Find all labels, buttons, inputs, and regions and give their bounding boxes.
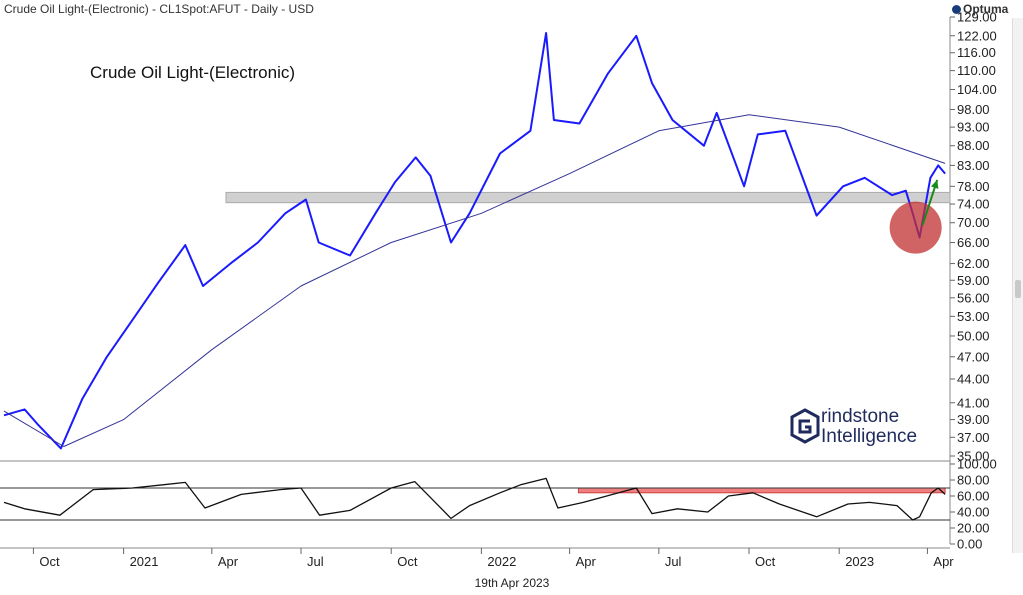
price-tick-label: 41.00	[957, 395, 990, 410]
watermark-line-2: Intelligence	[821, 426, 918, 447]
osc-tick-label: 80.00	[957, 473, 990, 488]
price-tick-label: 110.00	[957, 63, 996, 78]
price-tick-label: 53.00	[957, 309, 990, 324]
price-tick-label: 44.00	[957, 371, 990, 386]
x-tick-label: 2021	[130, 554, 159, 569]
price-tick-label: 93.00	[957, 120, 990, 135]
vertical-scrollbar[interactable]	[1012, 18, 1023, 553]
price-tick-label: 62.00	[957, 256, 990, 271]
x-tick-label: Jul	[665, 554, 682, 569]
date-label: 19th Apr 2023	[475, 576, 550, 590]
oscillator-line	[3, 477, 946, 521]
x-tick-label: Apr	[218, 554, 239, 569]
price-tick-label: 35.00	[957, 449, 990, 464]
price-tick-label: 116.00	[957, 45, 996, 60]
price-tick-label: 78.00	[957, 179, 990, 194]
x-axis: Oct 2021 Apr Jul Oct 2022 Apr Jul Oct 2023 Apr	[0, 547, 954, 569]
osc-tick-label: 40.00	[957, 505, 990, 520]
price-tick-label: 56.00	[957, 290, 990, 305]
watermark-line-1: rindstone	[821, 406, 900, 427]
x-tick-label: Oct	[755, 554, 776, 569]
price-tick-label: 39.00	[957, 412, 990, 427]
chart-title: Crude Oil Light-(Electronic)	[90, 63, 296, 82]
price-tick-label: 88.00	[957, 138, 990, 153]
scrollbar-thumb[interactable]	[1015, 280, 1021, 298]
price-tick-label: 47.00	[957, 349, 990, 364]
price-tick-label: 129.00	[957, 10, 997, 25]
price-tick-label: 59.00	[957, 273, 990, 288]
x-tick-label: Jul	[307, 554, 324, 569]
x-tick-label: 2022	[487, 554, 516, 569]
price-tick-label: 50.00	[957, 328, 990, 343]
chart-header: Crude Oil Light-(Electronic) - CL1Spot:A…	[4, 2, 314, 16]
trend-arrow-head	[930, 179, 939, 189]
osc-tick-label: 60.00	[957, 489, 990, 504]
price-tick-label: 66.00	[957, 235, 990, 250]
x-tick-label: Oct	[397, 554, 418, 569]
x-tick-label: Apr	[576, 554, 597, 569]
osc-tick-label: 0.00	[957, 537, 982, 552]
price-tick-label: 74.00	[957, 197, 990, 212]
osc-tick-label: 20.00	[957, 521, 990, 536]
price-line	[3, 32, 946, 450]
osc-tick-label: 100.00	[957, 457, 997, 472]
moving-average-line	[3, 114, 946, 447]
watermark-logo: rindstone Intelligence	[790, 406, 930, 452]
price-tick-label: 104.00	[957, 82, 997, 97]
brand-label: Optuma	[963, 2, 1009, 16]
price-panel: 129.00 122.00 116.00 110.00 104.00 98.00 93.00…	[0, 10, 997, 544]
price-tick-label: 37.00	[957, 430, 990, 445]
price-tick-label: 70.00	[957, 215, 990, 230]
grindstone-g-icon	[790, 408, 820, 444]
price-tick-label: 83.00	[957, 158, 990, 173]
x-tick-label: Oct	[39, 554, 60, 569]
optuma-brand: Optuma	[952, 2, 1008, 16]
price-tick-label: 122.00	[957, 28, 997, 43]
resistance-band	[225, 191, 951, 204]
price-tick-label: 98.00	[957, 102, 990, 117]
x-tick-label: Apr	[933, 554, 954, 569]
highlight-circle	[889, 201, 942, 254]
x-tick-label: 2023	[845, 554, 874, 569]
optuma-logo-icon	[952, 5, 961, 14]
